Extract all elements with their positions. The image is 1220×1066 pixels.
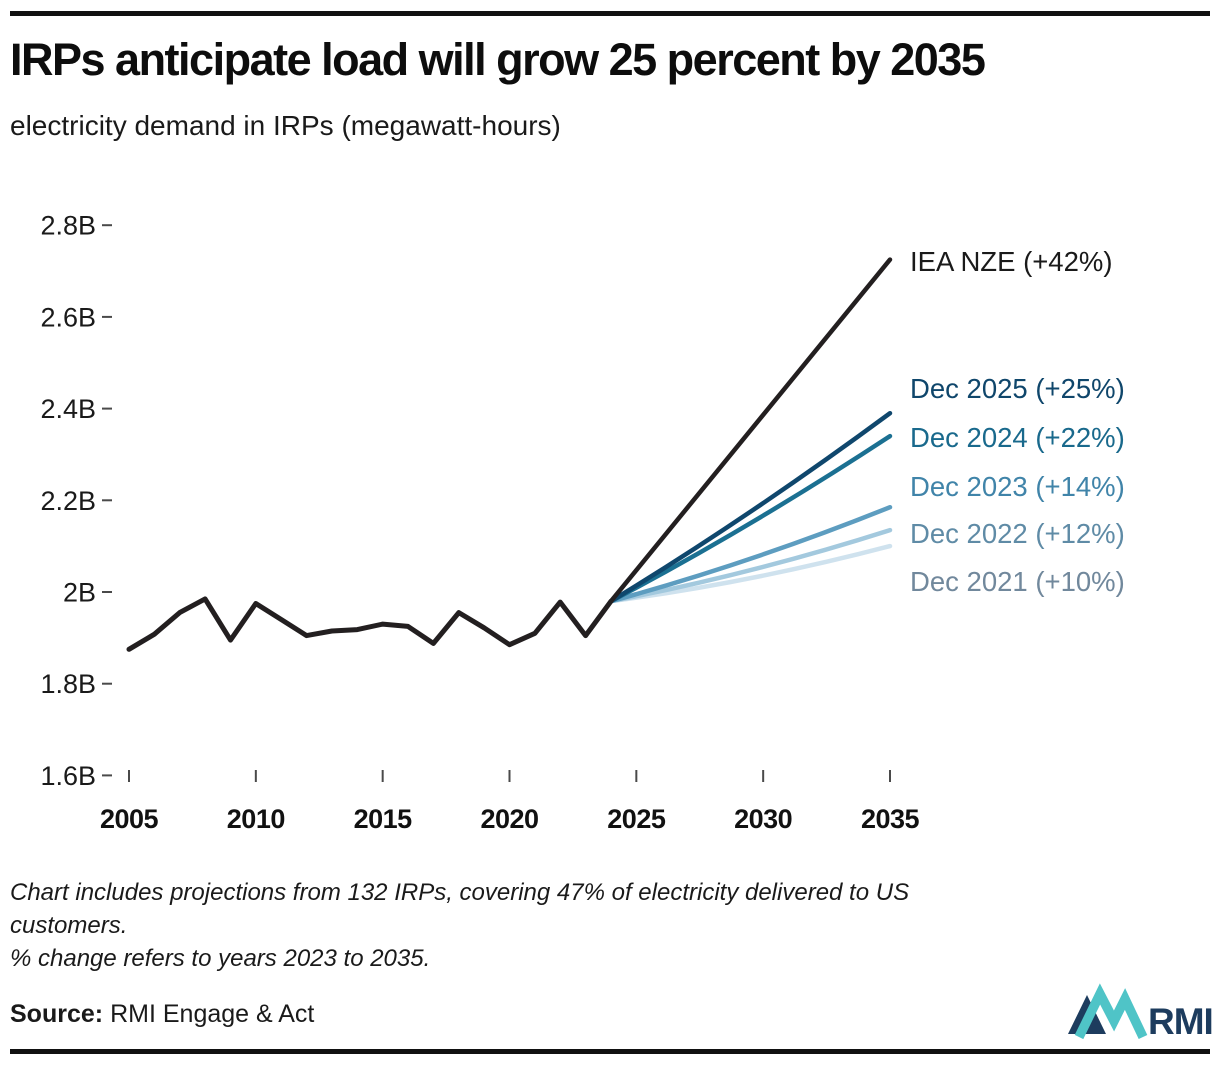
y-axis-tick-label: 1.8B [40,669,96,699]
x-axis-tick-label: 2005 [100,804,159,834]
chart-footnotes: Chart includes projections from 132 IRPs… [10,876,985,975]
projection-line-2 [608,410,893,604]
chart-title: IRPs anticipate load will grow 25 percen… [10,34,986,85]
x-axis-tick-label: 2025 [607,804,666,834]
historical-line [126,596,614,652]
rmi-logo: RMI [1068,983,1214,1042]
top-rule [10,11,1210,16]
y-axis-tick-label: 2.8B [40,211,96,241]
bottom-rule [10,1049,1210,1054]
x-axis-tick-label: 2030 [734,804,792,834]
y-axis-tick-label: 2.2B [40,486,96,516]
y-axis-tick-label: 2.4B [40,394,96,424]
footnote-coverage: Chart includes projections from 132 IRPs… [10,879,910,939]
projection-line-3 [608,433,893,604]
x-axis-tick-label: 2035 [861,804,920,834]
mountain-range-icon [1074,983,1148,1040]
series-label-1: IEA NZE (+42%) [910,246,1113,277]
series-label-2: Dec 2025 (+25%) [910,373,1125,404]
x-axis-tick-label: 2010 [227,804,285,834]
x-axis-tick-label: 2020 [480,804,538,834]
series-label-6: Dec 2021 (+10%) [910,566,1125,597]
series-label-3: Dec 2024 (+22%) [910,422,1125,453]
footnote-pct-change: % change refers to years 2023 to 2035. [10,945,431,972]
chart-subtitle: electricity demand in IRPs (megawatt-hou… [10,110,561,141]
rmi-wordmark: RMI [1148,1001,1213,1042]
source-label: Source: [10,1000,104,1028]
y-axis-tick-label: 1.6B [40,761,96,791]
y-axis-tick-label: 2B [63,578,96,608]
source-line: Source: RMI Engage & Act [10,1000,314,1029]
series-label-5: Dec 2022 (+12%) [910,518,1125,549]
projection-line-5 [608,527,893,604]
x-axis-tick-label: 2015 [354,804,413,834]
source-value: RMI Engage & Act [110,1000,315,1028]
projection-line-1 [608,257,893,604]
series-label-4: Dec 2023 (+14%) [910,471,1125,502]
projection-line-4 [608,504,893,604]
y-axis-tick-label: 2.6B [40,302,96,332]
